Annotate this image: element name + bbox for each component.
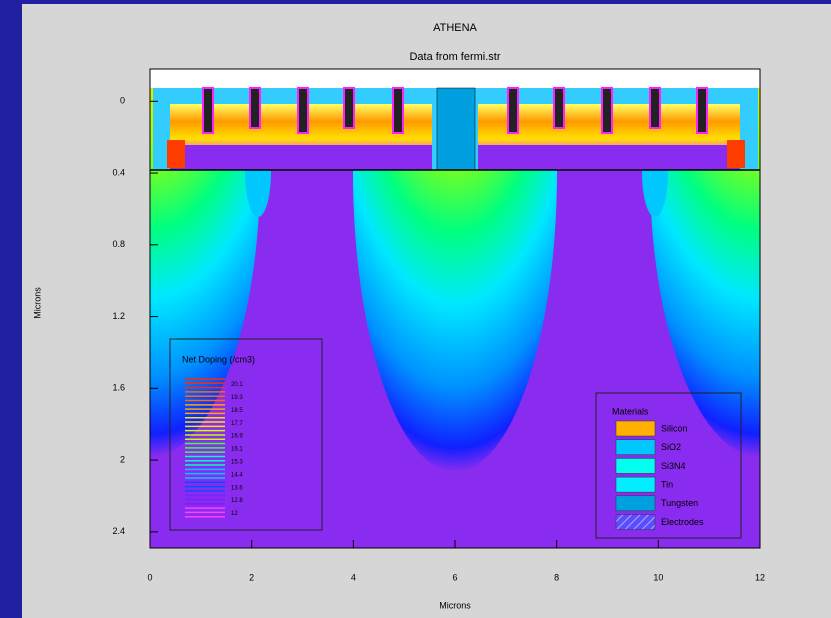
x-tick-label: 10 <box>653 572 663 582</box>
material-label: Tin <box>661 479 673 489</box>
y-axis-label: Microns <box>32 287 42 319</box>
chart-title: ATHENA <box>433 22 477 34</box>
material-swatch <box>616 477 655 492</box>
top-strip <box>150 69 760 88</box>
x-tick-label: 12 <box>755 572 765 582</box>
y-tick-label: 2.4 <box>112 526 125 536</box>
x-tick-label: 6 <box>452 572 457 582</box>
doping-level-label: 14.4 <box>231 472 243 478</box>
doping-level-label: 12.8 <box>231 498 243 504</box>
materials-legend-title: Materials <box>612 406 649 416</box>
material-label: SiO2 <box>661 442 681 452</box>
material-label: Si3N4 <box>661 461 686 471</box>
doping-level-label: 16.1 <box>231 447 243 453</box>
junction <box>167 140 185 168</box>
material-label: Tungsten <box>661 498 698 508</box>
y-tick-label: 1.6 <box>112 383 125 393</box>
doping-legend-title: Net Doping (/cm3) <box>182 354 255 364</box>
y-tick-label: 0 <box>120 96 125 106</box>
junction <box>727 140 745 168</box>
doping-level-label: 20.1 <box>231 382 243 388</box>
doping-level-label: 13.6 <box>231 485 243 491</box>
material-label: Silicon <box>661 423 688 433</box>
material-label: Electrodes <box>661 517 704 527</box>
y-tick-label: 2 <box>120 454 125 464</box>
y-tick-label: 1.2 <box>112 311 125 321</box>
x-tick-label: 2 <box>249 572 254 582</box>
active-under <box>478 145 740 170</box>
doping-level-label: 15.3 <box>231 459 243 465</box>
doping-level-label: 12 <box>231 511 238 517</box>
material-swatch <box>616 440 655 455</box>
material-swatch <box>616 515 655 530</box>
field <box>40 0 831 548</box>
doping-level-label: 16.9 <box>231 434 243 440</box>
x-axis-label: Microns <box>439 600 471 610</box>
x-tick-label: 4 <box>351 572 356 582</box>
material-swatch <box>616 496 655 511</box>
tungsten-plug <box>437 88 475 170</box>
y-tick-label: 0.4 <box>112 167 125 177</box>
doping-level-label: 17.7 <box>231 421 243 427</box>
active-under <box>170 145 432 170</box>
material-swatch <box>616 421 655 436</box>
chart-subtitle: Data from fermi.str <box>409 51 500 63</box>
doping-level-label: 19.3 <box>231 395 243 401</box>
doping-level-label: 18.5 <box>231 408 243 414</box>
x-tick-label: 8 <box>554 572 559 582</box>
y-tick-label: 0.8 <box>112 239 125 249</box>
material-swatch <box>616 458 655 473</box>
chart: ATHENA Data from fermi.str Microns Micro… <box>0 0 831 618</box>
x-tick-label: 0 <box>147 572 152 582</box>
